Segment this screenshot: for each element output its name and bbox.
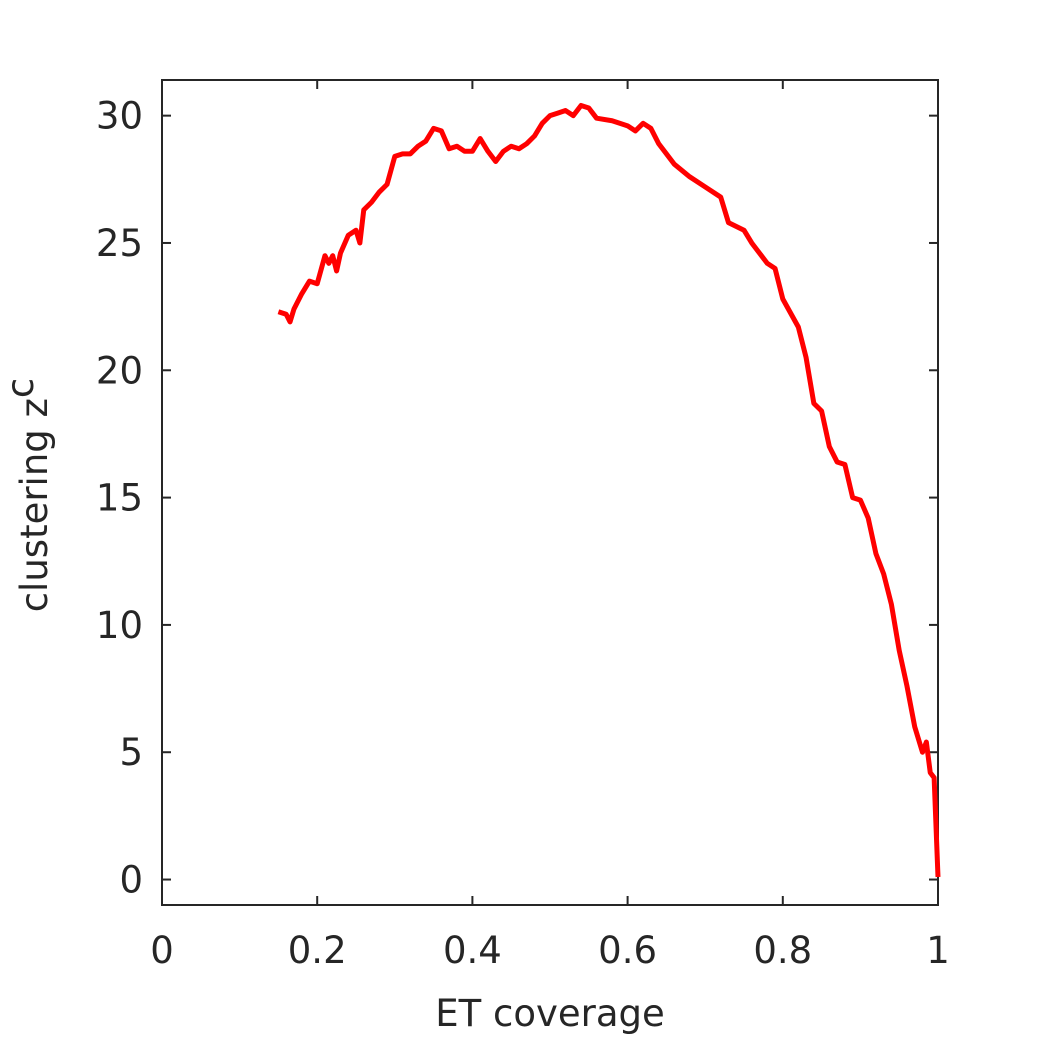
- y-tick-label: 10: [96, 604, 143, 647]
- x-tick-label: 0.8: [753, 929, 812, 972]
- y-tick-label: 30: [96, 95, 143, 138]
- y-axis-label: clustering zc: [0, 378, 56, 613]
- y-tick-label: 15: [96, 477, 143, 520]
- y-tick-label: 25: [96, 222, 143, 265]
- y-tick-label: 5: [119, 731, 143, 774]
- x-tick-label: 0.2: [288, 929, 347, 972]
- y-tick-label: 0: [119, 859, 143, 902]
- y-axis-label-subscript: c: [0, 378, 42, 398]
- x-tick-label: 1: [926, 929, 950, 972]
- y-tick-label: 20: [96, 349, 143, 392]
- x-tick-label: 0.6: [598, 929, 657, 972]
- plot-frame: [161, 79, 939, 906]
- x-tick-label: 0: [150, 929, 174, 972]
- x-tick-label: 0.4: [443, 929, 502, 972]
- y-axis-label-text: clustering z: [13, 398, 56, 612]
- data-line: [277, 102, 941, 878]
- x-axis-label: ET coverage: [435, 992, 665, 1035]
